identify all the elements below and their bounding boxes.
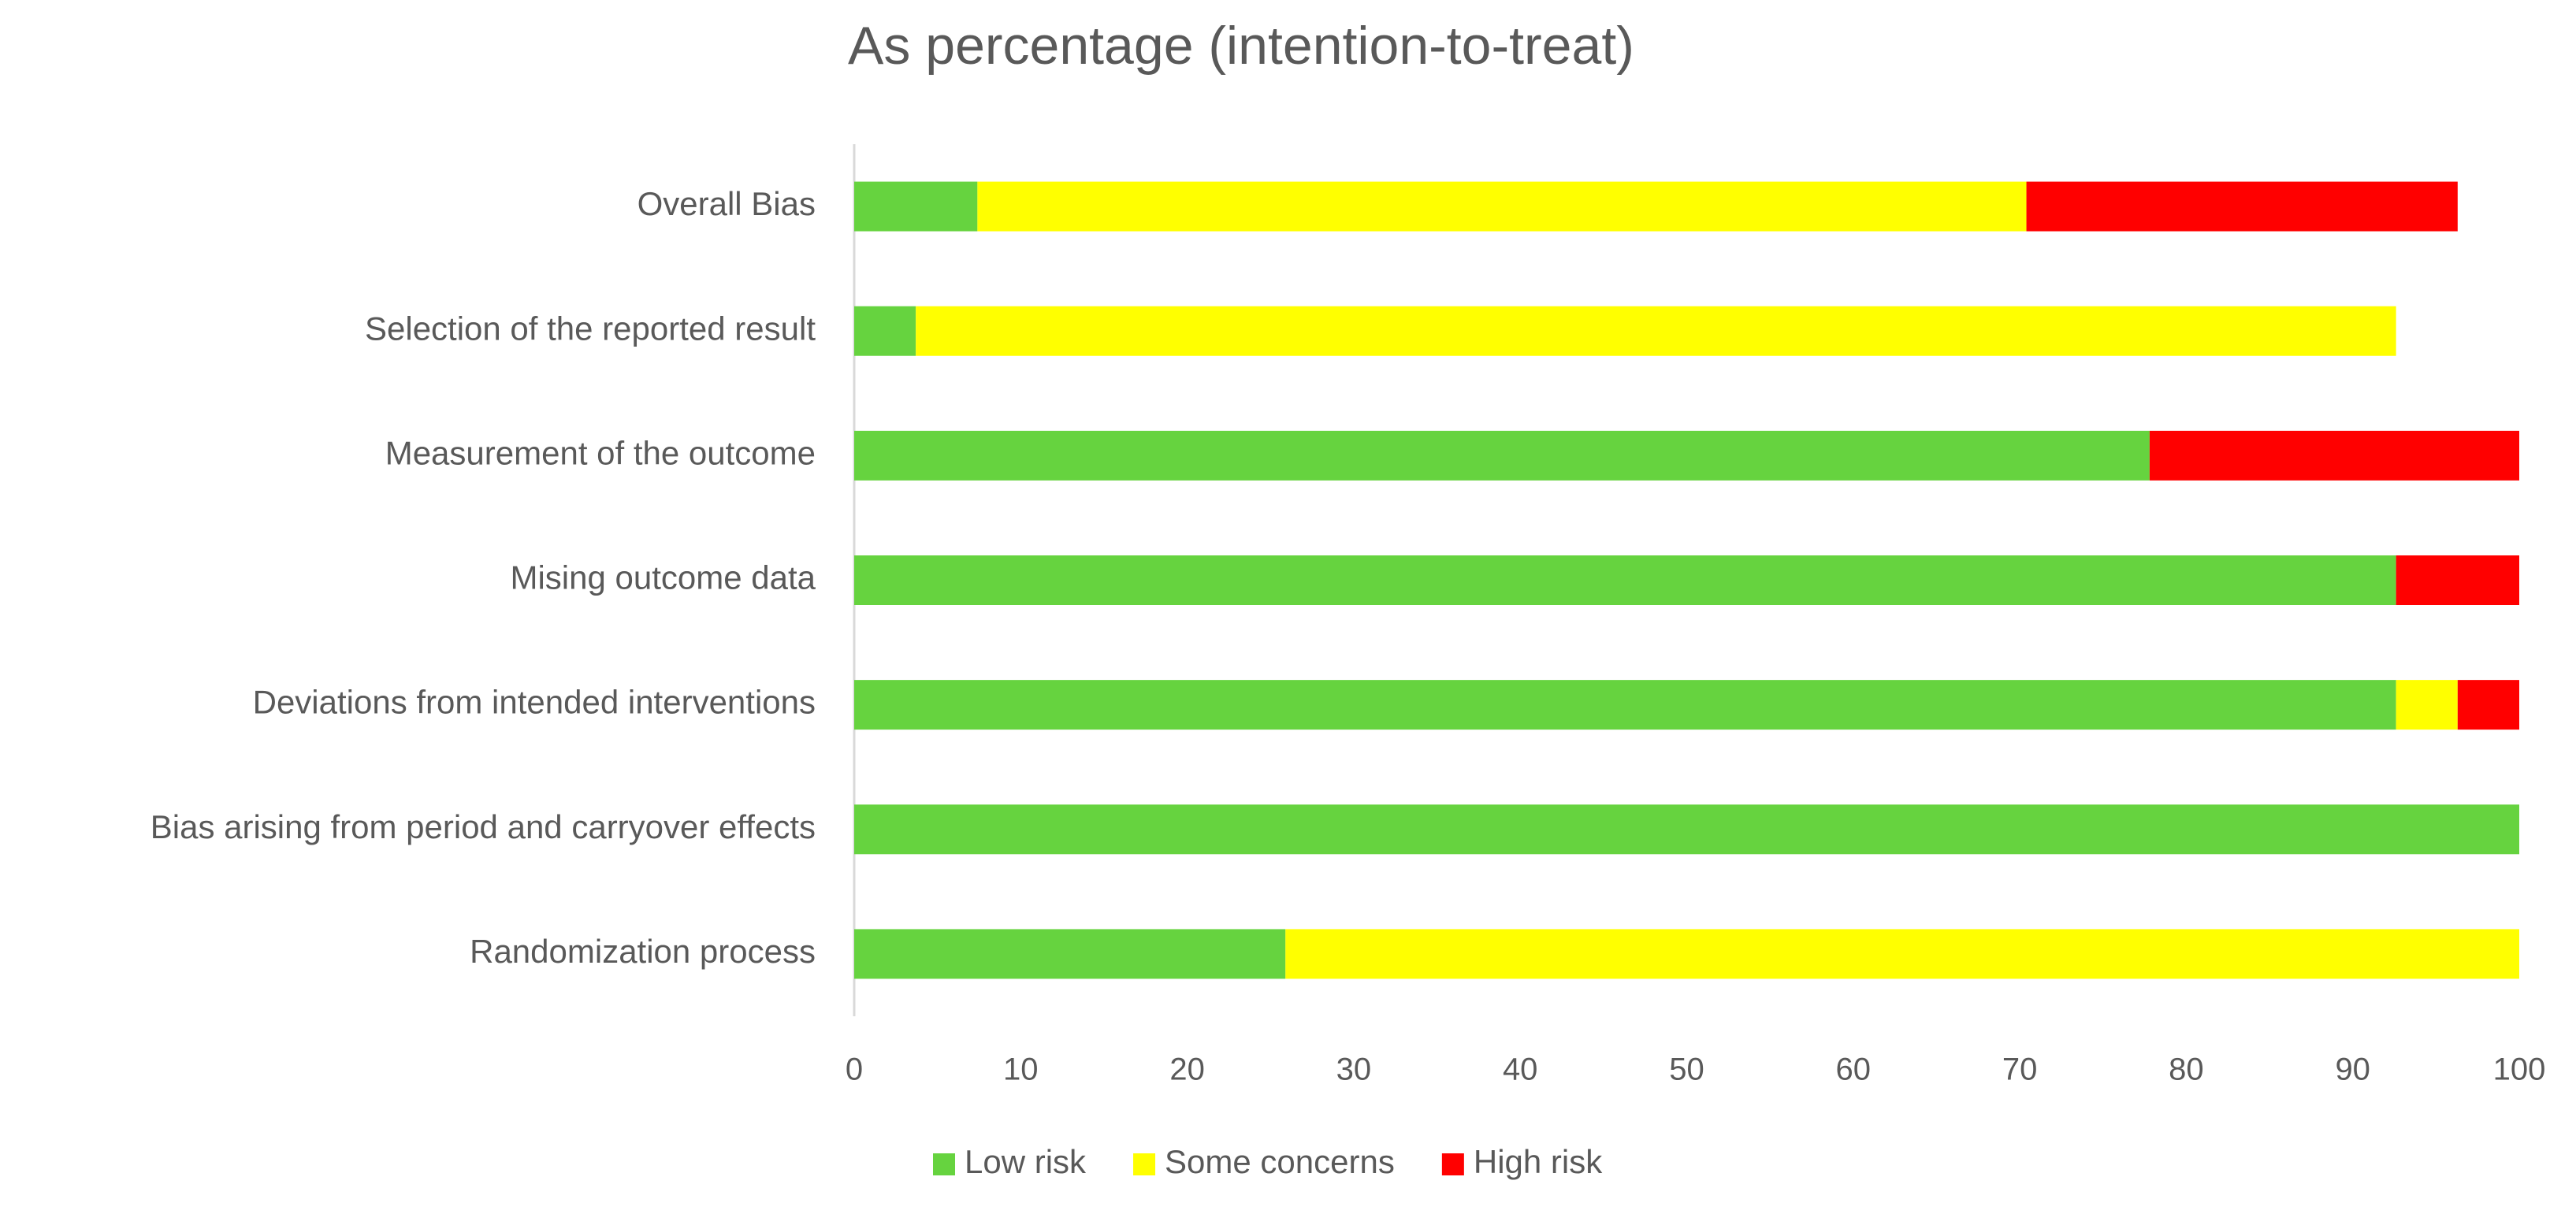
x-tick-label: 40	[1503, 1053, 1538, 1087]
bar-segment	[2396, 680, 2458, 730]
y-tick-label: Bias arising from period and carryover e…	[151, 808, 816, 845]
bar-segment	[854, 555, 2396, 605]
chart-title: As percentage (intention-to-treat)	[848, 16, 1634, 76]
bar-segment	[854, 430, 2150, 481]
legend-swatch	[1441, 1153, 1464, 1175]
y-tick-label: Mising outcome data	[510, 559, 816, 596]
x-tick-label: 60	[1836, 1053, 1872, 1087]
y-tick-label: Deviations from intended interventions	[253, 684, 816, 721]
x-tick-label: 30	[1336, 1053, 1372, 1087]
x-tick-label: 0	[846, 1053, 863, 1087]
x-tick-label: 10	[1003, 1053, 1039, 1087]
bar-segment	[854, 929, 1286, 979]
bar-segment	[2396, 555, 2519, 605]
legend-label: Some concerns	[1165, 1143, 1395, 1180]
x-tick-label: 100	[2493, 1053, 2546, 1087]
bar-segment	[2457, 680, 2519, 730]
x-tick-label: 80	[2169, 1053, 2204, 1087]
bar-segment	[854, 306, 916, 356]
y-tick-label: Overall Bias	[637, 185, 816, 222]
bar-segment	[977, 181, 2027, 232]
bar-segment	[2149, 430, 2519, 481]
x-tick-label: 20	[1169, 1053, 1205, 1087]
y-tick-label: Randomization process	[470, 933, 816, 970]
legend-label: High risk	[1474, 1143, 1603, 1180]
x-tick-label: 70	[2002, 1053, 2038, 1087]
y-tick-label: Selection of the reported result	[365, 310, 816, 347]
bar-segment	[854, 181, 978, 232]
bar-segment	[916, 306, 2396, 356]
bar-segment	[854, 680, 2396, 730]
legend-label: Low risk	[965, 1143, 1087, 1180]
x-tick-label: 90	[2335, 1053, 2370, 1087]
bar-segment	[2026, 181, 2458, 232]
x-tick-label: 50	[1669, 1053, 1704, 1087]
bar-segment	[854, 804, 2519, 855]
legend-swatch	[1133, 1153, 1156, 1175]
legend-swatch	[933, 1153, 955, 1175]
y-tick-label: Measurement of the outcome	[385, 434, 816, 471]
bar-segment	[1285, 929, 2519, 979]
